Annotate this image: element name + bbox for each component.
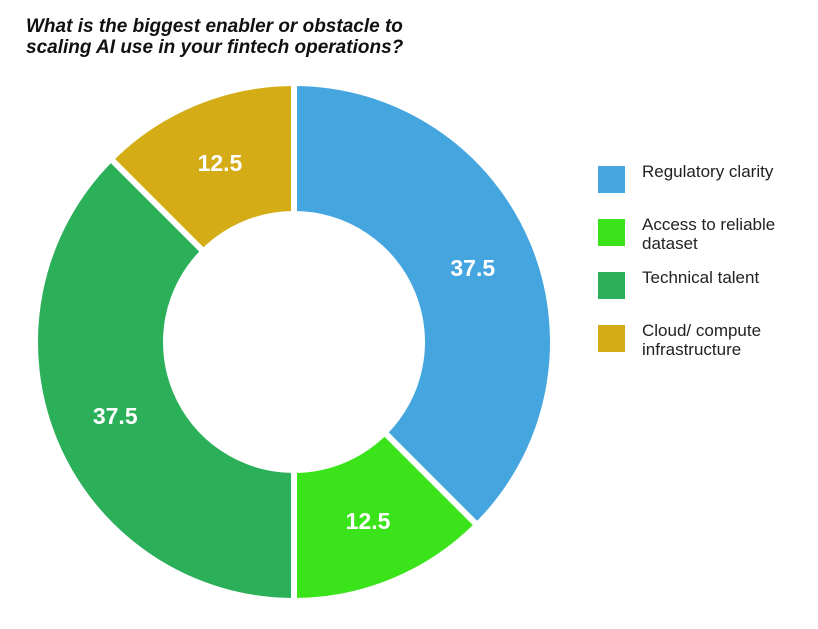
slice-regulatory-clarity (291, 79, 556, 530)
data-label-cloud-compute-infrastructure: 12.5 (198, 150, 243, 176)
slice-access-to-reliable-dataset (291, 428, 482, 605)
legend-item-regulatory-clarity: Regulatory clarity (598, 162, 813, 215)
legend-item-access-to-reliable-dataset: Access to reliable dataset (598, 215, 813, 268)
legend-swatch-cloud-compute-infrastructure (598, 325, 625, 352)
slice-technical-talent (32, 154, 297, 605)
legend-label-access-to-reliable-dataset: Access to reliable dataset (642, 215, 776, 253)
legend-label-regulatory-clarity: Regulatory clarity (642, 162, 774, 181)
legend-swatch-regulatory-clarity (598, 166, 625, 193)
data-label-access-to-reliable-dataset: 12.5 (346, 508, 391, 534)
legend-label-cloud-compute-infrastructure: Cloud/ compute infrastructure (642, 321, 762, 359)
data-label-technical-talent: 37.5 (93, 403, 138, 429)
legend-label-technical-talent: Technical talent (642, 268, 760, 287)
legend-swatch-technical-talent (598, 272, 625, 299)
slice-cloud-compute-infrastructure (106, 79, 297, 256)
legend-item-cloud-compute-infrastructure: Cloud/ compute infrastructure (598, 321, 813, 374)
donut-chart: 37.5 12.5 37.5 12.5 (32, 79, 556, 605)
data-label-regulatory-clarity: 37.5 (450, 255, 495, 281)
legend-swatch-access-to-reliable-dataset (598, 219, 625, 246)
chart-title: What is the biggest enabler or obstacle … (26, 16, 404, 58)
legend-item-technical-talent: Technical talent (598, 268, 813, 321)
legend: Regulatory clarity Access to reliable dat… (598, 162, 813, 374)
